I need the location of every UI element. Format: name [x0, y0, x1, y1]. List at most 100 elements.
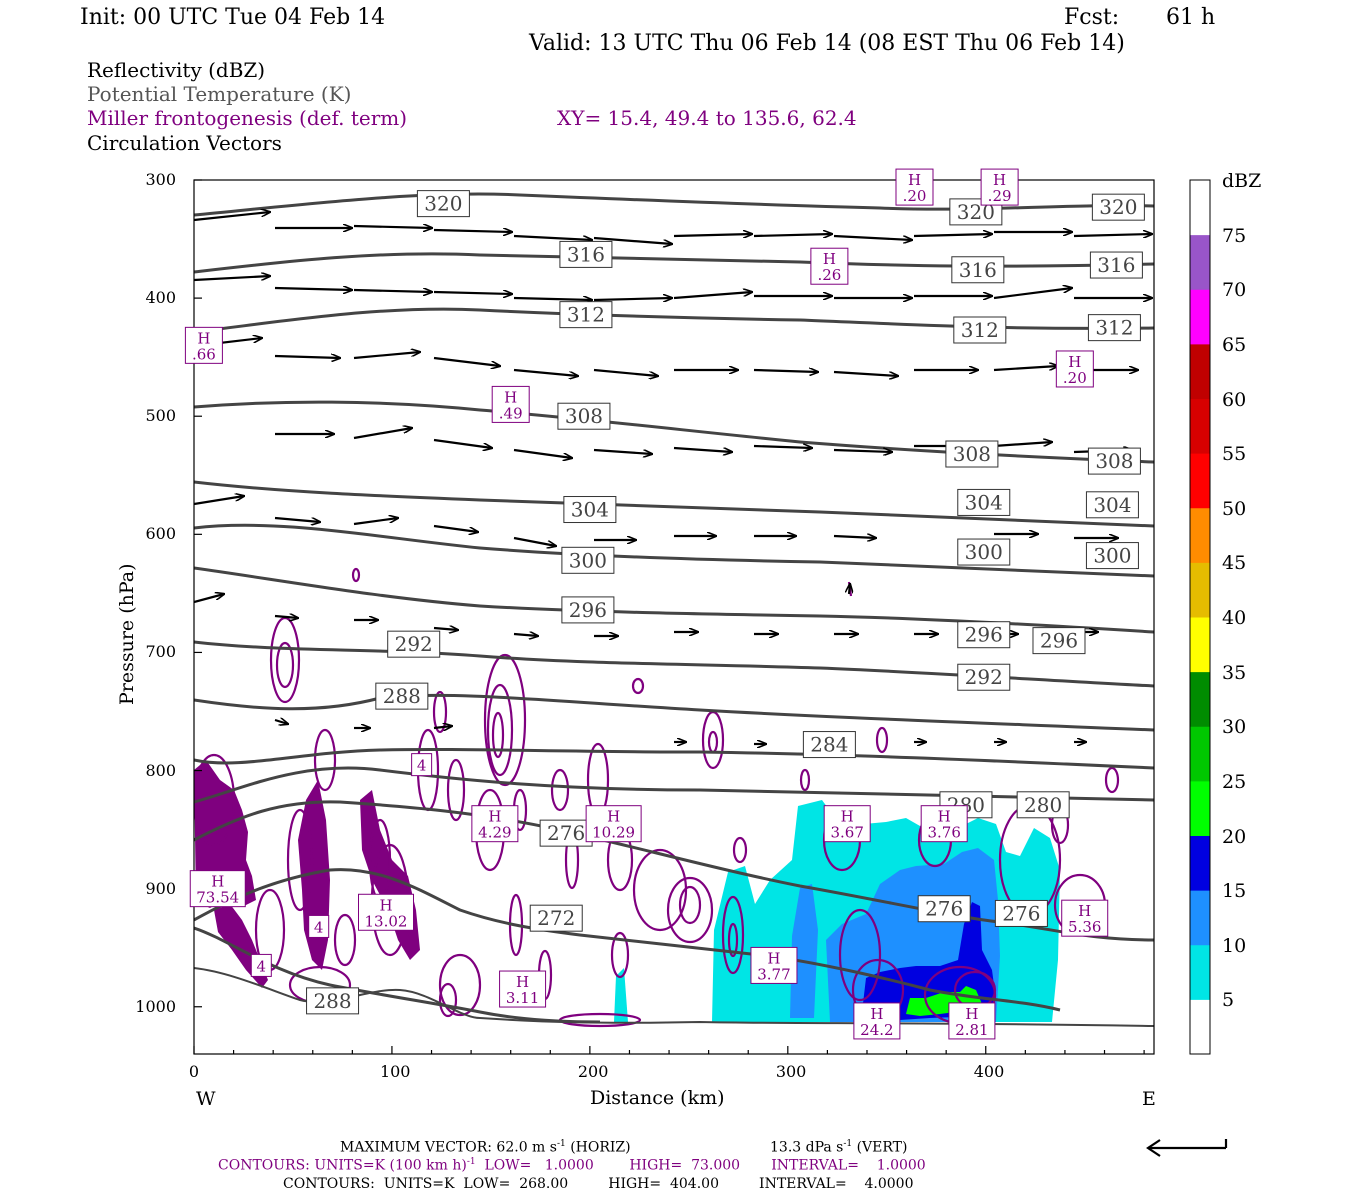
theta-label: 304	[563, 496, 617, 524]
frontogenesis-max-h: H	[197, 329, 210, 347]
fg-contour	[333, 913, 357, 967]
frontogenesis-max-value: 3.11	[506, 989, 539, 1007]
theta-label: 300	[957, 538, 1011, 566]
theta-label-text: 276	[547, 821, 585, 845]
footer-superscript: -1	[843, 1139, 853, 1149]
frontogenesis-label-layer: H.20H.29H.26H.66H.49H.204H4.29H10.29H3.6…	[184, 168, 1109, 1040]
frontogenesis-max-label: H10.29	[585, 805, 642, 843]
theta-label-text: 272	[537, 906, 575, 930]
frontogenesis-max-h: H	[1078, 902, 1091, 920]
vector	[353, 226, 432, 228]
vector	[993, 442, 1052, 448]
frontogenesis-max-h: H	[841, 808, 854, 826]
footer-text: CONTOURS: UNITS=K (100 km h)	[218, 1157, 467, 1174]
vector	[753, 370, 818, 372]
theta-label-text: 300	[1093, 544, 1131, 568]
circulation-vectors	[194, 212, 1152, 744]
frontogenesis-max-h: H	[823, 250, 836, 268]
vector	[433, 292, 512, 294]
vector	[593, 368, 658, 376]
fg-contour	[275, 641, 295, 689]
vector	[433, 726, 452, 728]
theta-label: 292	[957, 663, 1011, 691]
footer-superscript: -1	[466, 1157, 476, 1167]
theta-label-text: 296	[965, 623, 1003, 647]
footer-text: 13.3 dPa s	[770, 1139, 844, 1156]
frontogenesis-max-value: .20	[1063, 369, 1087, 387]
init-time: Init: 00 UTC Tue 04 Feb 14	[80, 5, 386, 30]
frontogenesis-max-value: 73.54	[196, 889, 239, 907]
footer-text: (HORIZ)	[565, 1139, 631, 1156]
colorbar-segment	[1190, 890, 1210, 946]
theta-280	[194, 766, 1154, 804]
vector	[593, 236, 672, 244]
vector	[433, 438, 492, 448]
frontogenesis-max-h: H	[870, 1005, 883, 1023]
colorbar-label: 70	[1222, 279, 1247, 302]
frontogenesis-max-value: 10.29	[592, 824, 635, 842]
frontogenesis-max-label: H.20	[895, 168, 934, 206]
fg-contour	[438, 982, 458, 1018]
frontogenesis-max-label: 4	[308, 914, 330, 938]
fg-contour	[438, 953, 482, 1017]
west-label: W	[196, 1088, 216, 1110]
theta-label-text: 312	[961, 318, 999, 342]
vector	[433, 230, 512, 232]
vector	[673, 292, 752, 300]
vector	[913, 234, 992, 236]
footer-fg-contours: CONTOURS: UNITS=K (100 km h)-1 LOW= 1.00…	[218, 1157, 926, 1174]
fg-contour	[483, 653, 527, 787]
theta-label: 296	[957, 621, 1011, 649]
footer-text: (VERT)	[852, 1139, 908, 1156]
colorbar-label: 75	[1222, 224, 1247, 247]
theta-label-text: 308	[953, 442, 991, 466]
vector	[993, 366, 1058, 372]
frontogenesis-max-label: H.20	[1055, 350, 1094, 388]
theta-label-text: 300	[965, 540, 1003, 564]
theta-284	[194, 747, 1154, 770]
fg-contour	[446, 758, 466, 822]
theta-label: 316	[1089, 251, 1143, 279]
vector	[353, 518, 398, 526]
vector	[353, 352, 420, 360]
frontogenesis-max-h: H	[1068, 353, 1081, 371]
theta-ground	[194, 967, 1154, 1027]
theta-288	[194, 693, 1154, 732]
vector	[513, 298, 592, 300]
colorbar-label: 10	[1222, 934, 1247, 957]
vector	[353, 290, 432, 292]
fg-contour	[1104, 766, 1120, 794]
theta-label-text: 296	[1040, 629, 1078, 653]
theta-label-text: 304	[965, 490, 1003, 514]
vector	[513, 368, 578, 376]
colorbar-segment	[1190, 234, 1210, 290]
theta-label-text: 296	[569, 598, 607, 622]
theta-label: 316	[951, 256, 1005, 284]
theta-label: 288	[306, 987, 360, 1015]
fg-contour	[701, 710, 725, 770]
theta-label: 304	[957, 488, 1011, 516]
fg-contour	[269, 616, 301, 704]
fcst-value: 61 h	[1166, 5, 1216, 30]
y-tick-label: 300	[145, 170, 176, 189]
theta-label-text: 284	[810, 733, 848, 757]
valid-time: Valid: 13 UTC Thu 06 Feb 14 (08 EST Thu …	[529, 31, 1125, 56]
colorbar-label: 5	[1222, 989, 1235, 1012]
frontogenesis-max-label: H3.11	[499, 970, 547, 1008]
frontogenesis-max-value: 2.81	[955, 1021, 988, 1039]
frontogenesis-max-label: H3.77	[750, 946, 798, 984]
frontogenesis-max-value: 24.2	[860, 1021, 893, 1039]
vector	[833, 536, 876, 538]
vector	[849, 584, 850, 595]
fg-contour	[838, 908, 882, 1002]
footer-theta-contours: CONTOURS: UNITS=K LOW= 268.00 HIGH= 404.…	[283, 1176, 914, 1192]
frontogenesis-max-label: H73.54	[189, 870, 246, 908]
theta-label-text: 316	[959, 258, 997, 282]
frontogenesis-max-value: .66	[192, 345, 216, 363]
fg-contour	[721, 895, 745, 975]
y-tick-label: 400	[145, 288, 176, 308]
vector	[274, 720, 288, 724]
frontogenesis-max-value: .29	[988, 187, 1012, 205]
vector	[194, 212, 270, 222]
legend-theta: Potential Temperature (K)	[87, 82, 352, 106]
